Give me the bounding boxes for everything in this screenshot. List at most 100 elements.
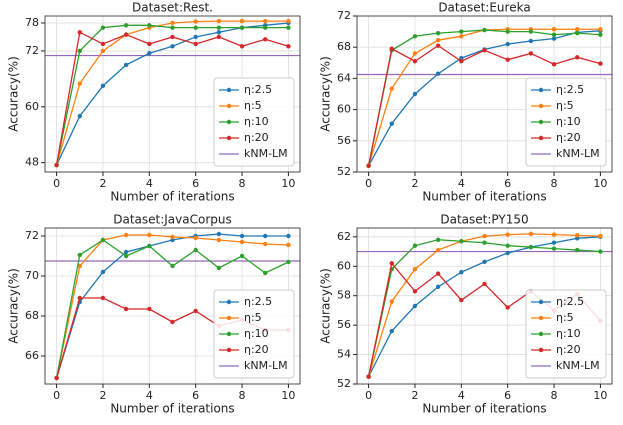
point: [528, 29, 534, 34]
y-tick-label: 62: [337, 230, 351, 243]
y-tick-label: 72: [25, 229, 39, 242]
point: [412, 243, 418, 248]
point: [551, 232, 557, 237]
point: [505, 305, 510, 310]
plot-frame: [356, 15, 613, 173]
point: [100, 83, 106, 89]
point: [435, 30, 441, 36]
point: [170, 263, 175, 269]
point: [459, 59, 464, 64]
legend-marker: [538, 103, 544, 109]
point: [435, 247, 441, 253]
point: [389, 299, 394, 304]
y-tick-label: 58: [337, 289, 351, 302]
x-tick-label: 6: [504, 177, 511, 190]
legend-marker: [538, 331, 544, 337]
chart-title: Dataset:JavaCorpus: [113, 213, 232, 227]
point: [482, 281, 487, 287]
y-tick-label: 52: [337, 165, 351, 178]
point: [123, 306, 129, 312]
point: [528, 38, 534, 44]
point: [123, 232, 129, 238]
point: [389, 121, 394, 126]
point: [147, 243, 152, 249]
point: [100, 48, 106, 54]
point: [193, 19, 198, 24]
legend-marker: [538, 299, 544, 305]
y-tick-label: 72: [25, 44, 39, 57]
x-tick-label: 8: [239, 177, 246, 190]
point: [286, 44, 291, 49]
x-axis-label: Number of iterations: [110, 190, 234, 204]
point: [389, 86, 394, 91]
point: [286, 259, 291, 265]
legend-marker: [226, 103, 232, 109]
x-tick-label: 4: [146, 177, 153, 190]
point: [147, 306, 152, 312]
x-tick-label: 6: [192, 177, 199, 190]
point: [286, 25, 291, 30]
x-tick-label: 10: [281, 177, 295, 190]
legend-label: kNM-LM: [244, 147, 288, 160]
point: [54, 375, 59, 381]
point: [505, 250, 510, 256]
x-axis-label: Number of iterations: [110, 402, 234, 416]
point: [505, 29, 510, 34]
point: [170, 25, 175, 30]
y-axis-label: Accuracy(%): [319, 268, 333, 344]
subplot: Dataset:PY150 Number of iterations Accurac…: [319, 213, 613, 416]
point: [77, 263, 82, 269]
y-tick-label: 72: [337, 9, 351, 22]
legend-label: η:20: [556, 131, 581, 144]
point: [389, 261, 394, 266]
point: [100, 237, 106, 243]
x-tick-label: 4: [146, 389, 153, 402]
point: [412, 59, 418, 64]
point: [598, 27, 603, 32]
point: [551, 27, 557, 32]
x-tick-label: 2: [411, 389, 418, 402]
point: [482, 27, 487, 33]
legend-box: [213, 77, 295, 167]
y-tick-label: 64: [337, 71, 351, 84]
point: [100, 269, 106, 275]
legend-label: η:2.5: [556, 295, 584, 308]
point: [170, 319, 175, 325]
point: [551, 32, 557, 37]
y-tick-label: 78: [25, 16, 39, 29]
legend-label: η:10: [244, 327, 269, 340]
chart-title: Dataset:Rest.: [132, 1, 213, 15]
x-axis-label: Number of iterations: [422, 190, 546, 204]
x-tick-label: 6: [504, 389, 511, 402]
legend-label: η:20: [244, 131, 269, 144]
point: [598, 233, 603, 239]
point: [435, 271, 441, 276]
point: [263, 25, 268, 30]
legend-label: η:2.5: [244, 295, 272, 308]
point: [216, 18, 222, 24]
point: [435, 43, 441, 48]
point: [239, 18, 245, 24]
point: [54, 162, 59, 168]
point: [216, 34, 222, 40]
legend-marker: [226, 331, 232, 337]
legend-label: kNM-LM: [244, 359, 288, 372]
point: [598, 61, 603, 66]
legend-label: kNM-LM: [556, 359, 600, 372]
point: [216, 25, 222, 30]
y-tick-label: 56: [337, 134, 351, 147]
point: [528, 231, 534, 237]
point: [435, 71, 441, 76]
chart-title: Dataset:Eureka: [438, 1, 530, 15]
point: [435, 37, 441, 43]
point: [123, 32, 129, 37]
point: [459, 29, 464, 34]
point: [263, 18, 268, 24]
legend-marker: [226, 87, 232, 93]
point: [147, 51, 152, 56]
point: [482, 240, 487, 245]
point: [100, 25, 106, 30]
point: [147, 23, 152, 28]
x-tick-label: 2: [99, 389, 106, 402]
